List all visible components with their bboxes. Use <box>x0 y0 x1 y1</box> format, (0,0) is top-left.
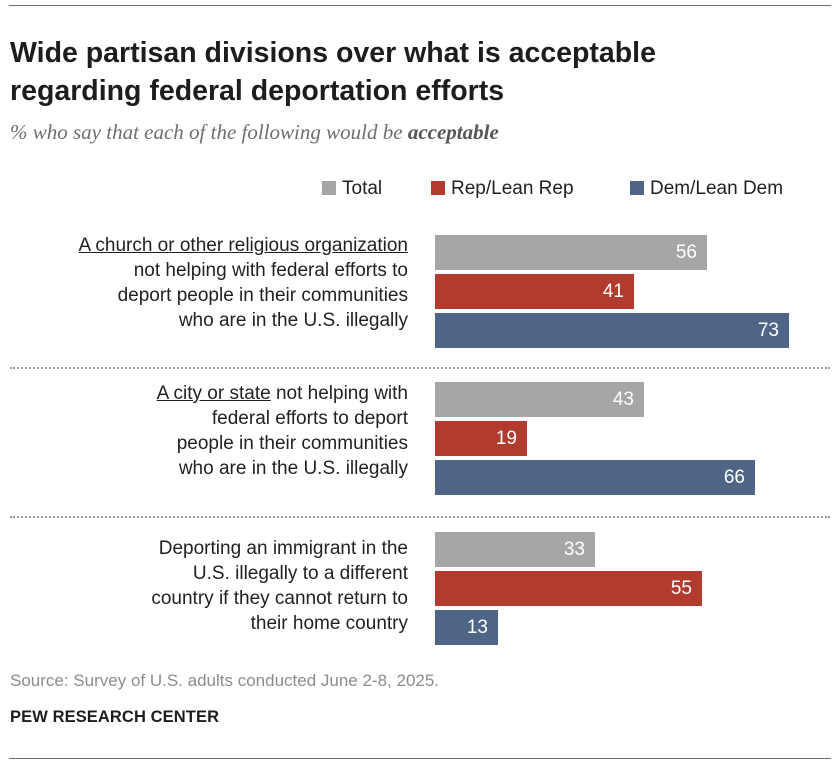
chart-subtitle: % who say that each of the following wou… <box>10 120 499 145</box>
category-label-line: people in their communities <box>176 433 408 454</box>
bar-value-label: 33 <box>563 539 585 560</box>
category-label-line: Deporting an immigrant in the <box>158 538 408 559</box>
bar-value-label: 13 <box>466 617 488 638</box>
group-separator <box>10 516 830 518</box>
bar-value-label: 56 <box>675 242 697 263</box>
legend-swatch <box>431 181 445 195</box>
legend-swatch <box>630 181 644 195</box>
subtitle-prefix: % who say that each of the following wou… <box>10 120 408 144</box>
category-label: Deporting an immigrant in the U.S. illega… <box>151 536 408 636</box>
bar-value-label: 43 <box>612 389 634 410</box>
legend-label: Dem/Lean Dem <box>650 178 784 199</box>
bottom-rule <box>9 758 831 759</box>
category-label: A city or state not helping with federal … <box>157 381 408 481</box>
group-separator <box>10 367 830 369</box>
category-label-line: A city or state not helping with <box>157 381 408 406</box>
bar-value-label: 73 <box>757 320 779 341</box>
legend-item: Dem/Lean Dem <box>630 178 783 200</box>
legend-label: Total <box>342 178 383 199</box>
chart-title: Wide partisan divisions over what is acc… <box>10 34 830 110</box>
legend-label: Rep/Lean Rep <box>451 178 574 199</box>
bar: 56 <box>435 235 707 270</box>
category-label-line: who are in the U.S. illegally <box>178 458 408 479</box>
bar: 73 <box>435 313 789 348</box>
category-label-line: U.S. illegally to a different <box>192 563 408 584</box>
bar: 66 <box>435 460 755 495</box>
source-note: Source: Survey of U.S. adults conducted … <box>10 671 440 690</box>
category-label-line: not helping with federal efforts to <box>133 260 408 281</box>
category-label-line: country if they cannot return to <box>151 588 408 609</box>
title-line-2: regarding federal deportation efforts <box>10 75 505 107</box>
bar: 33 <box>435 532 595 567</box>
legend-item: Total <box>322 178 382 200</box>
chart-legend: Total Rep/Lean Rep Dem/Lean Dem <box>0 178 840 200</box>
organization-name: PEW RESEARCH CENTER <box>10 708 220 726</box>
category-label-underlined: A city or state <box>156 383 271 404</box>
category-label-line: federal efforts to deport <box>211 408 408 429</box>
bar-value-label: 41 <box>602 281 624 302</box>
title-line-1: Wide partisan divisions over what is acc… <box>10 37 656 69</box>
top-rule <box>9 5 831 6</box>
bar: 41 <box>435 274 634 309</box>
legend-item: Rep/Lean Rep <box>431 178 574 200</box>
bar: 13 <box>435 610 498 645</box>
category-label-text: not helping with <box>270 383 408 404</box>
category-label-line: deport people in their communities <box>117 285 408 306</box>
bar: 55 <box>435 571 702 606</box>
bar-value-label: 55 <box>670 578 692 599</box>
category-label-underlined: A church or other religious organization <box>78 235 408 256</box>
bar: 43 <box>435 382 644 417</box>
bar-value-label: 19 <box>495 428 517 449</box>
category-label-line: their home country <box>250 613 408 634</box>
category-label-line: A church or other religious organization <box>78 233 408 258</box>
bar: 19 <box>435 421 527 456</box>
bar-value-label: 66 <box>723 467 745 488</box>
subtitle-emphasis: acceptable <box>407 120 499 144</box>
legend-swatch <box>322 181 336 195</box>
category-label-line: who are in the U.S. illegally <box>178 310 408 331</box>
category-label: A church or other religious organization… <box>78 233 408 333</box>
